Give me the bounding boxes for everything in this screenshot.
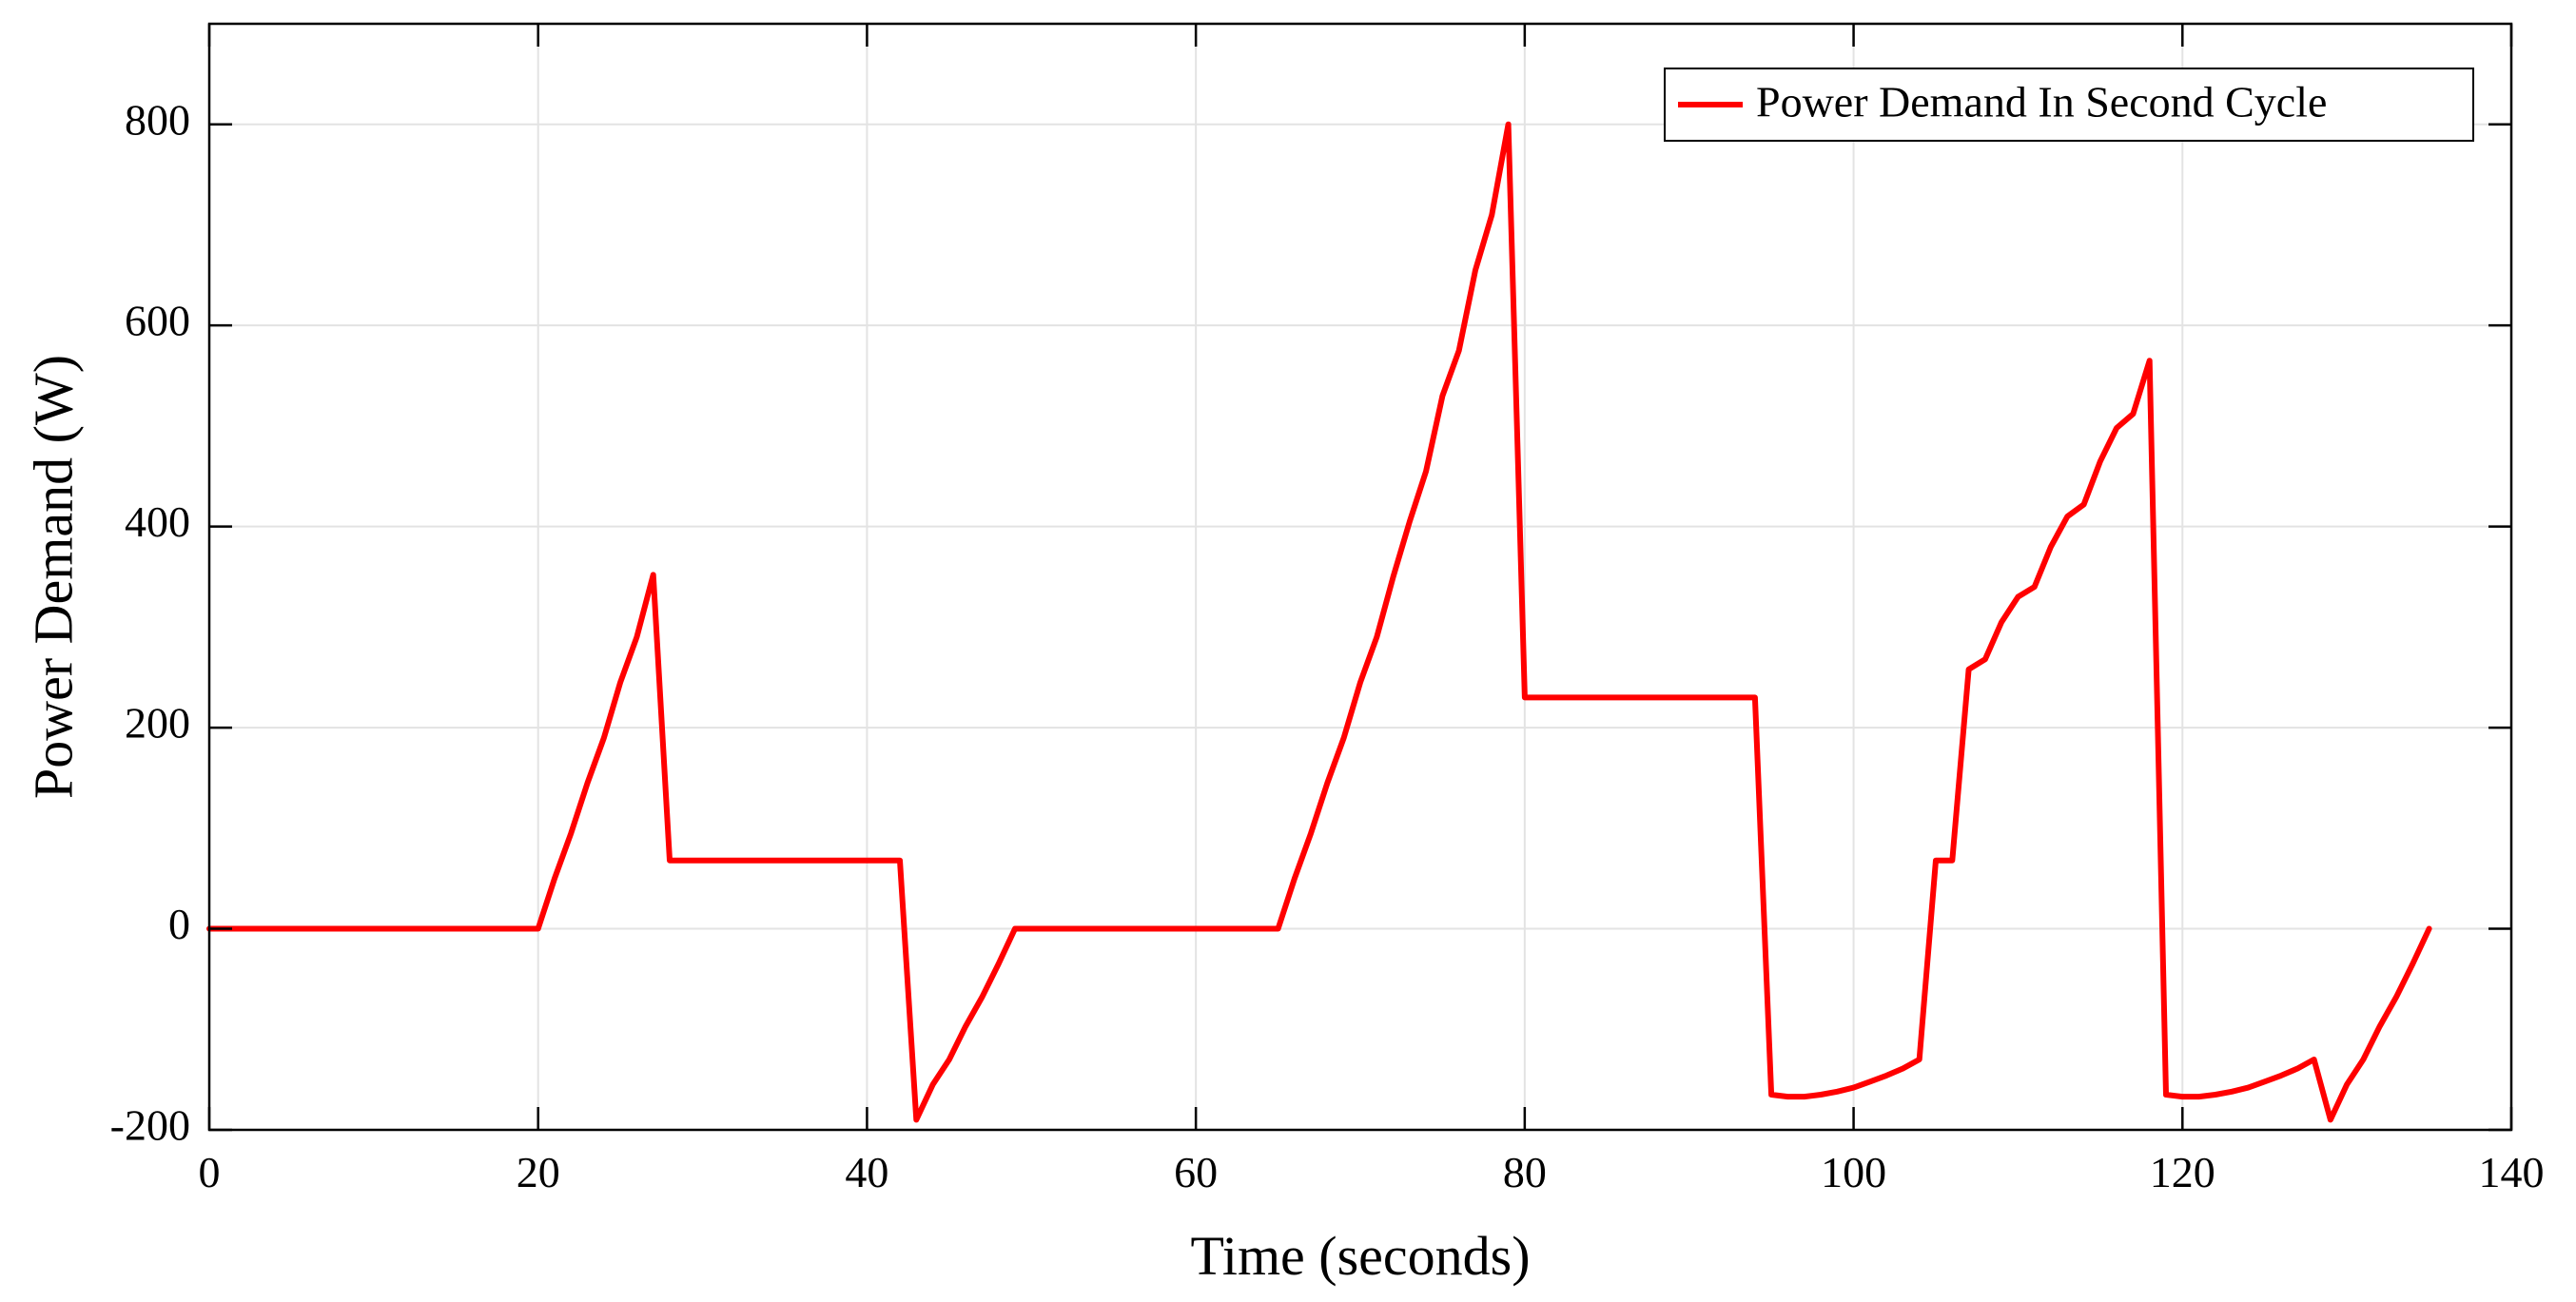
series-line-0 <box>206 121 2432 1123</box>
legend: Power Demand In Second Cycle <box>1664 68 2474 142</box>
legend-entry-label: Power Demand In Second Cycle <box>1756 78 2327 126</box>
x-tick-label: 80 <box>1503 1148 1547 1196</box>
y-tick-label: 200 <box>125 699 190 748</box>
y-tick-label: 400 <box>125 497 190 546</box>
x-tick-label: 140 <box>2479 1148 2545 1196</box>
x-tick-label: 20 <box>517 1148 560 1196</box>
y-tick-label: 800 <box>125 95 190 144</box>
x-tick-label: 60 <box>1174 1148 1218 1196</box>
plot-border <box>207 22 2513 1132</box>
x-tick-label: 120 <box>2150 1148 2215 1196</box>
y-tick-label: 0 <box>168 900 190 948</box>
x-tick-label: 0 <box>199 1148 221 1196</box>
x-tick-label: 40 <box>845 1148 888 1196</box>
x-axis-title: Time (seconds) <box>1190 1225 1530 1287</box>
y-tick-label: 600 <box>125 297 190 345</box>
y-tick-label: -200 <box>110 1101 190 1150</box>
ticks <box>207 24 2513 1132</box>
x-tick-label: 100 <box>1821 1148 1886 1196</box>
y-axis-title: Power Demand (W) <box>22 355 84 799</box>
legend-box <box>1664 68 2474 142</box>
axes-frame <box>207 22 2513 1132</box>
series-layer <box>206 121 2432 1123</box>
